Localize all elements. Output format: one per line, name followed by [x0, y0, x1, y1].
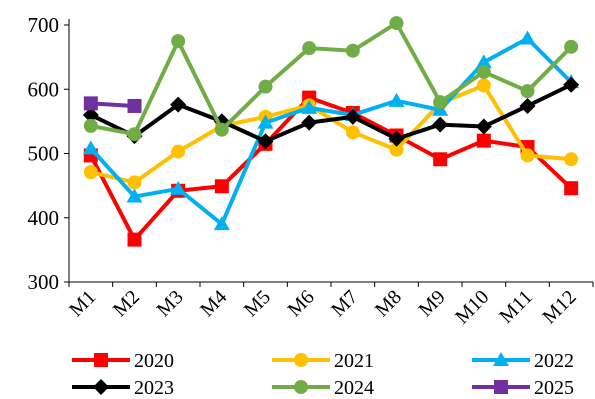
- series-2025: [83, 96, 142, 113]
- series-line: [90, 21, 573, 137]
- data-point: [476, 78, 491, 93]
- data-point: [258, 79, 273, 94]
- legend-marker: [93, 379, 109, 395]
- y-tick-label: 300: [28, 270, 60, 294]
- y-tick-label: 400: [28, 206, 60, 230]
- x-tick-label: M3: [152, 286, 187, 321]
- legend-marker: [294, 380, 308, 394]
- data-point: [389, 142, 404, 157]
- series-line: [90, 101, 135, 108]
- series-2023: [82, 76, 580, 150]
- data-point: [519, 30, 536, 45]
- legend-label: 2023: [134, 377, 174, 399]
- data-point: [301, 99, 318, 114]
- data-point: [345, 43, 360, 58]
- data-point: [83, 118, 98, 133]
- legend-item-2021: 2021: [272, 350, 374, 372]
- legend-marker: [294, 353, 308, 367]
- data-point: [257, 133, 274, 150]
- data-point: [519, 97, 536, 114]
- series-line: [89, 36, 573, 227]
- chart-axes: [68, 19, 593, 283]
- legend-item-2023: 2023: [72, 377, 174, 399]
- y-tick-label: 500: [28, 142, 60, 166]
- x-tick-label: M8: [371, 286, 406, 321]
- legend-label: 2025: [534, 377, 574, 399]
- data-point: [388, 130, 405, 147]
- data-point: [127, 175, 142, 190]
- data-point: [170, 96, 187, 113]
- x-tick-label: M9: [414, 286, 449, 321]
- data-point: [564, 39, 579, 54]
- data-point: [302, 41, 317, 56]
- x-tick-label: M1: [65, 286, 100, 321]
- legend-item-2025: 2025: [472, 377, 574, 399]
- data-point: [170, 180, 187, 195]
- legend-marker: [94, 353, 108, 367]
- data-point: [127, 127, 142, 142]
- data-point: [344, 108, 361, 125]
- data-point: [171, 34, 186, 49]
- data-point: [257, 114, 274, 129]
- legend-item-2020: 2020: [72, 350, 174, 372]
- x-tick-label: M11: [495, 286, 537, 328]
- x-tick-label: M2: [109, 286, 144, 321]
- data-point: [82, 106, 99, 123]
- data-point: [83, 165, 98, 180]
- series-line: [90, 83, 572, 185]
- data-point: [476, 133, 491, 148]
- x-tick-label: M5: [240, 286, 275, 321]
- x-axis-ticks: M1 M2 M3 M4 M5 M6 M7 M8 M9 M10 M11 M12: [65, 282, 594, 328]
- data-point: [389, 16, 404, 31]
- data-point: [563, 76, 580, 93]
- data-point: [520, 148, 535, 163]
- data-point: [171, 144, 186, 159]
- data-point: [301, 114, 318, 131]
- data-point: [433, 152, 448, 167]
- legend-item-2024: 2024: [272, 377, 374, 399]
- data-point: [564, 152, 579, 167]
- data-point: [82, 140, 99, 155]
- x-tick-label: M6: [283, 286, 318, 321]
- chart-legend: 2020 2021 2022 2023 2024 2025: [72, 350, 574, 399]
- data-point: [475, 54, 492, 69]
- series-line: [89, 82, 573, 144]
- legend-label: 2024: [334, 377, 374, 399]
- legend-label: 2022: [534, 350, 574, 372]
- data-point: [214, 179, 229, 194]
- data-point: [433, 95, 448, 110]
- data-point: [432, 116, 449, 133]
- y-axis-ticks: 300 400 500 600 700: [28, 13, 69, 294]
- x-tick-label: M4: [196, 286, 231, 321]
- legend-label: 2020: [134, 350, 174, 372]
- series-2024: [83, 16, 579, 142]
- legend-marker: [493, 352, 509, 366]
- y-tick-label: 600: [28, 77, 60, 101]
- data-point: [213, 216, 230, 231]
- data-point: [388, 92, 405, 107]
- legend-marker: [494, 380, 508, 394]
- data-point: [127, 98, 142, 113]
- legend-item-2022: 2022: [472, 350, 574, 372]
- data-point: [475, 118, 492, 135]
- data-point: [127, 232, 142, 247]
- x-tick-label: M10: [451, 286, 493, 328]
- data-point: [476, 64, 491, 79]
- series-2021: [83, 78, 579, 190]
- data-point: [564, 181, 579, 196]
- x-tick-label: M7: [327, 286, 362, 321]
- x-tick-label: M12: [538, 286, 580, 328]
- data-point: [83, 96, 98, 111]
- data-point: [520, 84, 535, 99]
- y-tick-label: 700: [28, 13, 60, 37]
- chart-series: [82, 16, 580, 247]
- data-point: [345, 125, 360, 140]
- series-2022: [82, 30, 580, 231]
- legend-label: 2021: [334, 350, 374, 372]
- data-point: [126, 188, 143, 203]
- data-point: [214, 122, 229, 137]
- series-line: [89, 95, 573, 242]
